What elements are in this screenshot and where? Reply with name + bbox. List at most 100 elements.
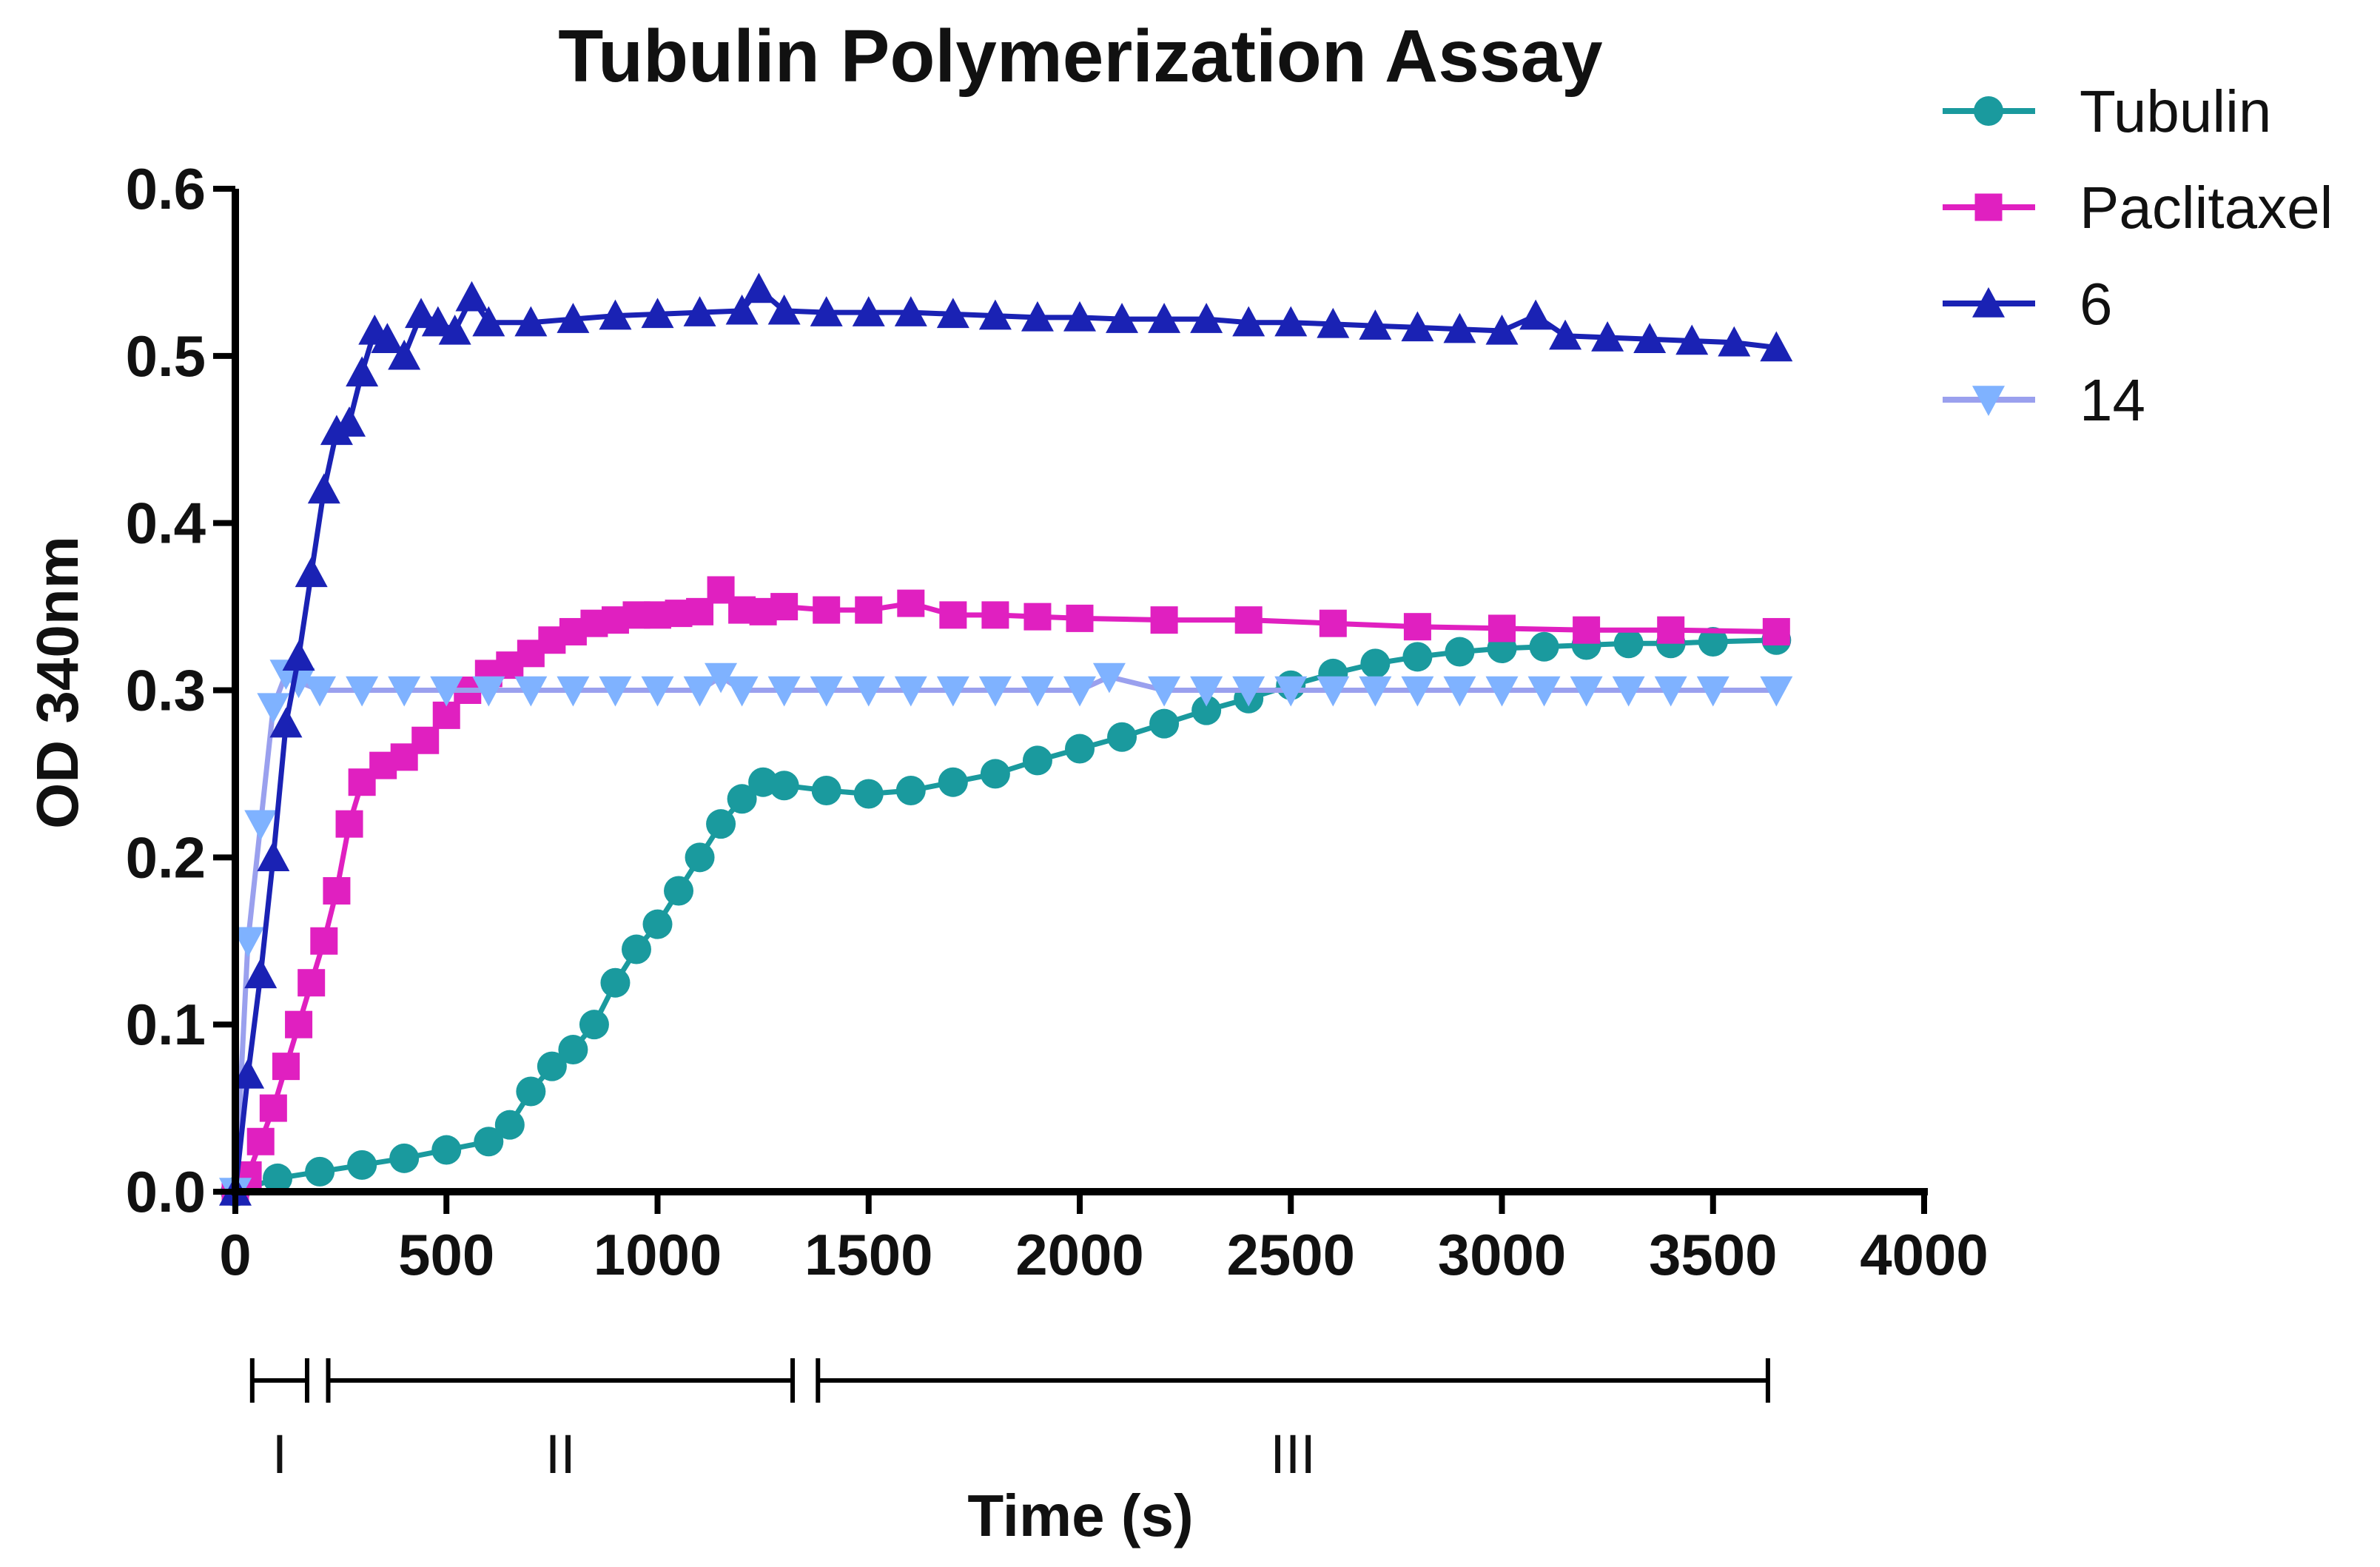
data-point (346, 676, 379, 707)
data-point (1573, 616, 1601, 644)
data-point (472, 676, 505, 707)
x-axis-label: Time (s) (967, 1483, 1193, 1548)
data-point (1445, 637, 1475, 667)
data-point (641, 298, 674, 329)
data-point (1066, 604, 1094, 632)
data-point (310, 927, 338, 955)
legend-marker (1972, 386, 2005, 416)
data-point (810, 296, 843, 326)
data-point (1232, 306, 1265, 337)
data-point (978, 299, 1012, 330)
data-point (431, 1135, 462, 1165)
data-point (683, 296, 716, 326)
phase-label: I (272, 1423, 288, 1485)
data-point (1443, 676, 1476, 707)
legend-label: 6 (2080, 271, 2113, 337)
data-point (683, 676, 716, 707)
x-tick-label: 2500 (1226, 1222, 1355, 1287)
data-point (472, 306, 505, 337)
data-point (1529, 631, 1559, 662)
phase-layer: I II III (249, 1358, 1770, 1485)
data-point (1107, 722, 1137, 752)
data-point (514, 676, 548, 707)
data-point (295, 557, 328, 588)
data-point (320, 415, 353, 446)
data-point (767, 294, 801, 325)
data-point (494, 1110, 525, 1140)
data-point (246, 1127, 275, 1155)
axes-layer: 0.0 0.1 0.2 0.3 0.4 0.5 0.6 0 500 1000 1500 2000 250… (126, 156, 1989, 1287)
legend-label: 14 (2080, 367, 2145, 433)
data-point (303, 676, 337, 707)
data-point (1063, 676, 1096, 707)
data-point (272, 1053, 300, 1081)
data-point (474, 1127, 504, 1157)
data-point (371, 323, 404, 353)
data-point (1021, 301, 1054, 332)
legend-item-paclitaxel: Paclitaxel (1943, 175, 2333, 241)
phase-label: III (1270, 1423, 1316, 1485)
y-tick-label: 0.5 (126, 323, 206, 389)
data-point (770, 593, 799, 621)
data-point (305, 1156, 335, 1187)
data-point (938, 767, 968, 797)
data-point (725, 294, 759, 325)
data-point (813, 596, 841, 624)
data-point (1488, 614, 1516, 642)
x-tick-label: 1500 (804, 1222, 933, 1287)
phase-3: III (816, 1358, 1770, 1485)
data-point (1443, 312, 1476, 343)
data-point (298, 969, 326, 997)
data-point (855, 596, 883, 624)
phase-2: II (326, 1358, 796, 1485)
data-point (1612, 676, 1645, 707)
chart-title: Tubulin Polymerization Assay (558, 15, 1603, 98)
data-point (232, 1058, 265, 1089)
data-point (1190, 676, 1223, 707)
x-tick-label: 0 (219, 1222, 251, 1287)
data-point (1591, 321, 1624, 352)
data-point (727, 784, 757, 814)
data-point (599, 676, 632, 707)
data-point (895, 776, 926, 805)
data-point (897, 589, 925, 617)
data-point (894, 296, 927, 326)
data-point (769, 771, 799, 801)
data-point (1148, 303, 1181, 333)
data-point (1675, 324, 1709, 355)
x-tick-label: 500 (398, 1222, 494, 1287)
data-point (852, 676, 885, 707)
data-point (936, 676, 969, 707)
data-point (1519, 299, 1553, 330)
data-point (405, 298, 438, 329)
data-point (1657, 616, 1685, 644)
data-point (1063, 301, 1096, 332)
data-point (438, 314, 471, 345)
data-point (282, 640, 315, 671)
data-point (641, 676, 674, 707)
data-point (388, 676, 421, 707)
data-point (285, 1010, 313, 1038)
y-tick-label: 0.0 (126, 1159, 206, 1224)
y-axis-label: OD 340nm (24, 536, 90, 829)
data-point (411, 726, 440, 754)
data-point (1092, 662, 1126, 694)
legend-marker (1974, 193, 2003, 221)
series-line (234, 637, 1777, 1195)
series-line (232, 669, 1777, 1192)
y-tick-label: 0.3 (126, 658, 206, 723)
legend-item-6: 6 (1943, 271, 2113, 337)
series-line (232, 285, 1777, 1192)
data-point (263, 1163, 293, 1193)
data-point (1633, 323, 1667, 353)
data-point (1150, 606, 1178, 634)
data-point (725, 676, 759, 707)
data-point (1696, 676, 1729, 707)
legend-item-tubulin: Tubulin (1943, 78, 2271, 144)
data-point (1549, 319, 1582, 350)
legend: Tubulin Paclitaxel 6 14 (1943, 78, 2333, 433)
x-tick-label: 3000 (1438, 1222, 1567, 1287)
data-point (1149, 708, 1180, 739)
data-point (558, 1035, 588, 1065)
data-point (537, 1051, 567, 1081)
